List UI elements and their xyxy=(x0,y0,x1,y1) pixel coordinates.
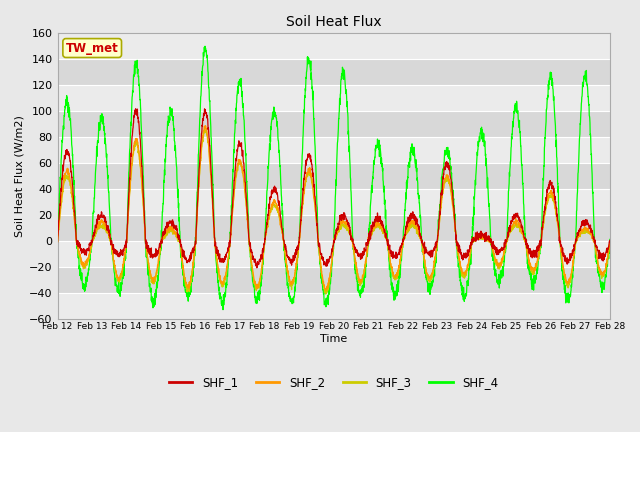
Line: SHF_3: SHF_3 xyxy=(58,129,610,294)
Text: TW_met: TW_met xyxy=(66,42,118,55)
Bar xyxy=(58,163,610,189)
SHF_4 xyxy=(367,189,375,194)
Bar xyxy=(58,189,610,215)
Bar xyxy=(58,33,610,59)
SHF_1 xyxy=(500,240,508,245)
SHF_3 xyxy=(532,265,540,271)
SHF_2 xyxy=(598,271,606,276)
SHF_4 xyxy=(606,237,614,242)
SHF_1 xyxy=(228,206,236,212)
SHF_1 xyxy=(132,106,140,112)
SHF_3 xyxy=(228,213,236,219)
SHF_4 xyxy=(219,307,227,312)
SHF_1 xyxy=(367,223,375,228)
Y-axis label: Soil Heat Flux (W/m2): Soil Heat Flux (W/m2) xyxy=(15,115,25,237)
SHF_3 xyxy=(500,249,508,255)
SHF_4 xyxy=(500,259,508,264)
Line: SHF_4: SHF_4 xyxy=(58,46,610,310)
Title: Soil Heat Flux: Soil Heat Flux xyxy=(286,15,381,29)
SHF_3 xyxy=(322,291,330,297)
SHF_4 xyxy=(532,274,540,280)
SHF_1 xyxy=(598,255,606,261)
Line: SHF_2: SHF_2 xyxy=(58,126,610,290)
SHF_2 xyxy=(500,249,508,255)
SHF_3 xyxy=(54,239,61,245)
SHF_1 xyxy=(54,239,61,245)
SHF_3 xyxy=(598,273,606,279)
Bar xyxy=(58,59,610,85)
SHF_2 xyxy=(228,214,236,220)
SHF_1 xyxy=(109,244,116,250)
Bar xyxy=(58,215,610,241)
SHF_3 xyxy=(606,241,614,247)
SHF_4 xyxy=(109,248,116,253)
Bar xyxy=(58,111,610,137)
Line: SHF_1: SHF_1 xyxy=(58,109,610,268)
X-axis label: Time: Time xyxy=(320,334,348,344)
Legend: SHF_1, SHF_2, SHF_3, SHF_4: SHF_1, SHF_2, SHF_3, SHF_4 xyxy=(164,371,503,394)
SHF_3 xyxy=(367,230,375,236)
SHF_2 xyxy=(109,252,116,257)
SHF_4 xyxy=(201,43,209,49)
SHF_2 xyxy=(54,239,61,245)
Bar xyxy=(58,267,610,293)
Bar xyxy=(58,85,610,111)
SHF_4 xyxy=(598,281,606,287)
SHF_2 xyxy=(322,288,330,293)
SHF_1 xyxy=(253,265,260,271)
SHF_2 xyxy=(532,261,540,267)
SHF_3 xyxy=(201,126,209,132)
Bar xyxy=(58,241,610,267)
SHF_2 xyxy=(202,123,209,129)
SHF_1 xyxy=(606,238,614,243)
SHF_2 xyxy=(367,231,375,237)
SHF_4 xyxy=(228,180,236,186)
SHF_3 xyxy=(109,252,116,258)
SHF_4 xyxy=(54,233,61,239)
Bar xyxy=(58,137,610,163)
SHF_1 xyxy=(532,249,540,254)
SHF_2 xyxy=(606,240,614,245)
Bar xyxy=(58,293,610,319)
